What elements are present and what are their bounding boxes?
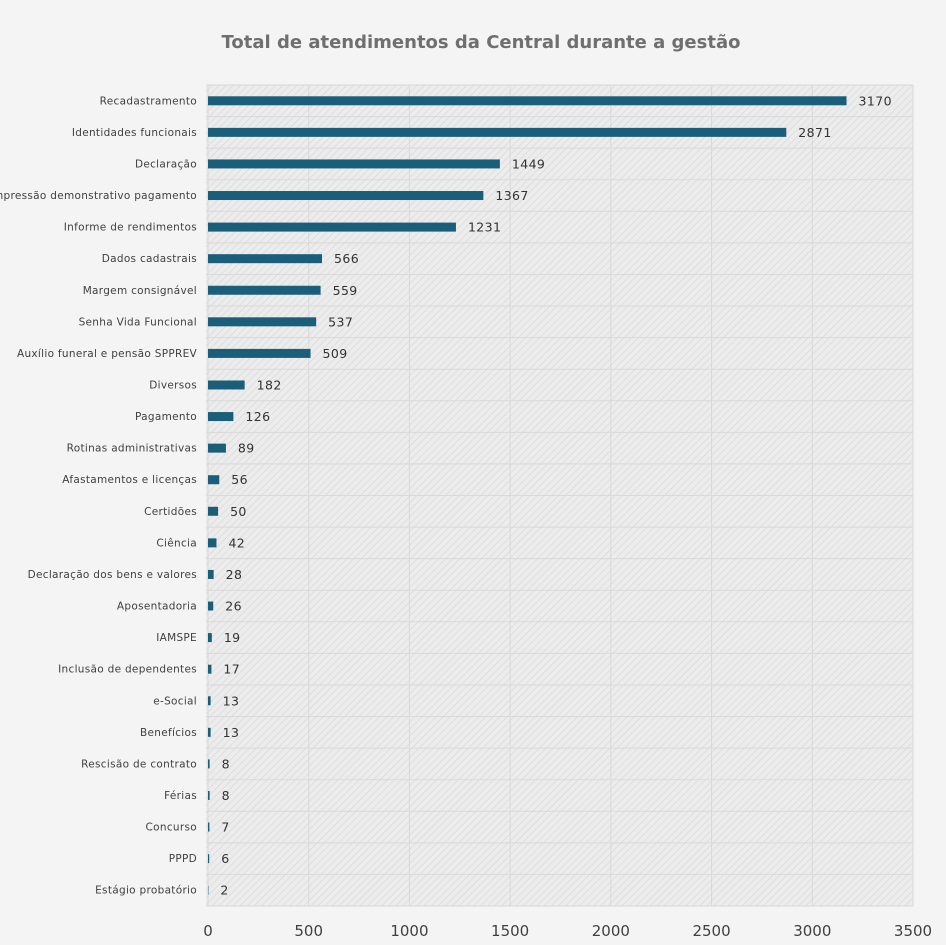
data-label: 2 <box>220 883 228 898</box>
bar <box>208 222 456 232</box>
category-label: Diversos <box>149 379 197 391</box>
category-label: Certidões <box>144 506 197 518</box>
category-label: Afastamentos e licenças <box>62 474 197 486</box>
category-label: Férias <box>164 790 197 802</box>
bar <box>208 127 787 137</box>
x-tick-label: 1500 <box>491 922 529 940</box>
bar <box>208 696 211 706</box>
category-labels: Recadastramento Identidades funcionais Dec… <box>0 95 198 897</box>
bar <box>208 348 311 358</box>
data-label: 26 <box>225 599 242 614</box>
data-label: 1367 <box>495 188 528 203</box>
data-label: 1231 <box>468 220 501 235</box>
data-label: 1449 <box>512 156 545 171</box>
data-label: 2871 <box>798 125 831 140</box>
bar <box>208 727 211 737</box>
data-label: 17 <box>223 662 240 677</box>
bar <box>208 443 226 453</box>
category-label: Declaração <box>135 158 197 170</box>
bar <box>208 412 234 422</box>
data-label: 13 <box>223 725 240 740</box>
bar <box>208 664 212 674</box>
bar <box>208 191 484 201</box>
data-label: 559 <box>333 283 358 298</box>
bar <box>208 569 214 579</box>
bar <box>208 475 220 485</box>
data-label: 19 <box>224 630 241 645</box>
data-label: 8 <box>222 788 230 803</box>
data-label: 3170 <box>859 93 892 108</box>
chart-title: Total de atendimentos da Central durante… <box>222 32 741 53</box>
value-labels: 3170287114491367123156655953750918212689… <box>220 93 892 898</box>
x-tick-label: 1000 <box>390 922 428 940</box>
bar <box>208 317 317 327</box>
x-tick-label: 2000 <box>592 922 630 940</box>
category-label: Rotinas administrativas <box>67 443 197 455</box>
bar <box>208 601 214 611</box>
category-label: Pagamento <box>135 411 197 423</box>
x-tick-label: 3000 <box>793 922 831 940</box>
x-tick-label: 2500 <box>692 922 730 940</box>
bar <box>208 254 323 264</box>
data-label: 537 <box>328 314 353 329</box>
bar <box>208 822 210 832</box>
bar <box>208 380 245 390</box>
category-label: Benefícios <box>140 727 197 739</box>
bars <box>208 96 847 895</box>
data-label: 509 <box>323 346 348 361</box>
data-label: 89 <box>238 441 255 456</box>
category-label: Margem consignável <box>83 285 197 297</box>
bar <box>208 285 321 295</box>
data-label: 56 <box>231 472 248 487</box>
bar <box>208 159 500 169</box>
data-label: 566 <box>334 251 359 266</box>
data-label: 182 <box>257 377 282 392</box>
category-label: Senha Vida Funcional <box>79 316 197 328</box>
bar <box>208 759 210 769</box>
bar <box>208 790 210 800</box>
category-label: Estágio probatório <box>95 885 197 897</box>
data-label: 13 <box>223 693 240 708</box>
category-label: Recadastramento <box>100 95 197 107</box>
bar <box>208 506 219 516</box>
category-label: e-Social <box>153 695 197 707</box>
category-label: Concurso <box>146 822 197 834</box>
category-label: Inclusão de dependentes <box>58 664 197 676</box>
grid <box>206 84 914 907</box>
category-label: Impressão demonstrativo pagamento <box>0 190 197 202</box>
data-label: 28 <box>226 567 243 582</box>
data-label: 6 <box>221 851 229 866</box>
category-label: IAMSPE <box>156 632 197 644</box>
x-axis-tick-labels: 0 500 1000 1500 2000 2500 3000 3500 <box>203 922 932 940</box>
category-label: Identidades funcionais <box>72 127 197 139</box>
bar <box>208 633 212 643</box>
bar <box>208 538 217 548</box>
bar <box>208 96 847 106</box>
category-label: Ciência <box>156 537 197 549</box>
category-label: Rescisão de contrato <box>81 758 197 770</box>
data-label: 42 <box>228 535 245 550</box>
category-label: Informe de rendimentos <box>64 222 197 234</box>
data-label: 126 <box>245 409 270 424</box>
data-label: 50 <box>230 504 247 519</box>
data-label: 7 <box>221 820 229 835</box>
x-tick-label: 3500 <box>894 922 932 940</box>
category-label: Dados cadastrais <box>102 253 197 265</box>
category-label: Auxílio funeral e pensão SPPREV <box>17 348 198 360</box>
data-label: 8 <box>222 756 230 771</box>
category-label: Declaração dos bens e valores <box>28 569 197 581</box>
bar <box>208 854 210 864</box>
x-tick-label: 0 <box>203 922 213 940</box>
x-tick-label: 500 <box>294 922 323 940</box>
category-label: Aposentadoria <box>117 601 197 613</box>
category-label: PPPD <box>169 853 197 865</box>
